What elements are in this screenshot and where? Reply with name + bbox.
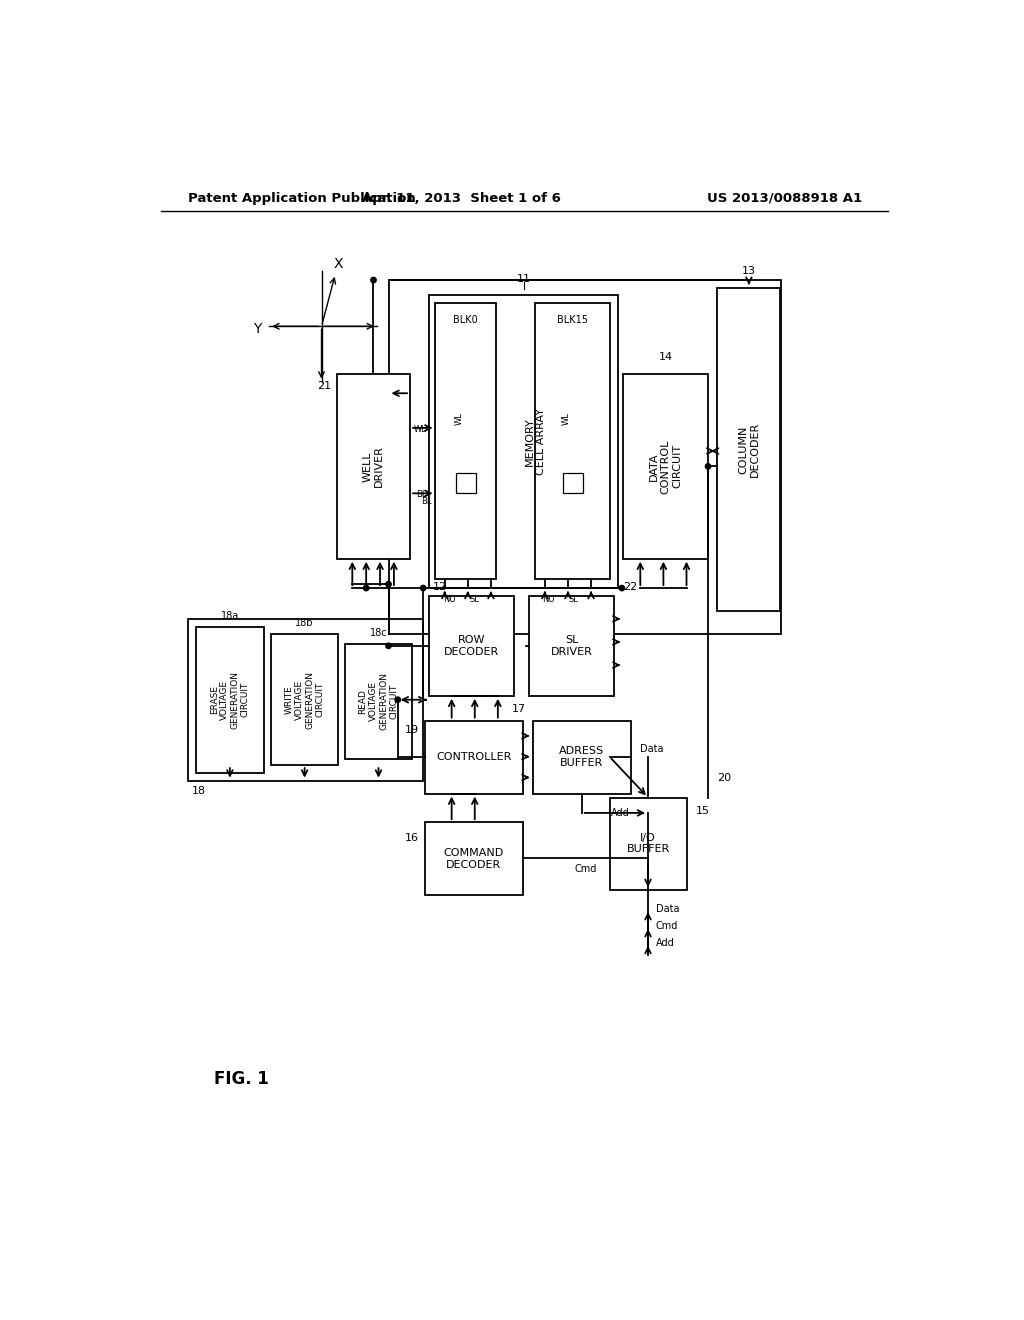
- Bar: [388, 280, 781, 635]
- Text: 19: 19: [404, 725, 419, 735]
- Text: BLK15: BLK15: [557, 314, 588, 325]
- Bar: [535, 304, 610, 579]
- Text: 15: 15: [695, 807, 710, 816]
- Bar: [532, 721, 631, 793]
- Text: Y: Y: [253, 322, 261, 337]
- Bar: [425, 721, 523, 793]
- Text: WRITE
VOLTAGE
GENERATION
CIRCUIT: WRITE VOLTAGE GENERATION CIRCUIT: [285, 671, 325, 729]
- Bar: [188, 619, 423, 780]
- Bar: [609, 797, 686, 890]
- Circle shape: [386, 643, 391, 648]
- Text: NU: NU: [543, 595, 555, 605]
- Text: 16: 16: [404, 833, 419, 842]
- Text: COLUMN
DECODER: COLUMN DECODER: [738, 422, 760, 477]
- Circle shape: [364, 585, 369, 591]
- Text: ADRESS
BUFFER: ADRESS BUFFER: [559, 746, 604, 768]
- Text: X: X: [334, 257, 343, 271]
- Text: Patent Application Publication: Patent Application Publication: [188, 191, 416, 205]
- Text: COMMAND
DECODER: COMMAND DECODER: [443, 847, 504, 870]
- Text: I/O
BUFFER: I/O BUFFER: [627, 833, 670, 854]
- Text: DATA
CONTROL
CIRCUIT: DATA CONTROL CIRCUIT: [649, 440, 682, 494]
- Text: Cmd: Cmd: [655, 921, 678, 931]
- Text: 17: 17: [512, 704, 526, 714]
- Text: READ
VOLTAGE
GENERATION
CIRCUIT: READ VOLTAGE GENERATION CIRCUIT: [358, 672, 398, 730]
- Bar: [529, 595, 614, 696]
- Text: US 2013/0088918 A1: US 2013/0088918 A1: [707, 191, 862, 205]
- Bar: [196, 627, 264, 774]
- Text: 12: 12: [433, 582, 447, 591]
- Text: WELL
DRIVER: WELL DRIVER: [362, 445, 384, 487]
- Text: WL: WL: [562, 412, 571, 425]
- Text: ........: ........: [486, 366, 499, 397]
- Text: SL
DRIVER: SL DRIVER: [551, 635, 593, 656]
- Bar: [562, 474, 583, 494]
- Text: WL: WL: [414, 425, 426, 434]
- Text: WL: WL: [455, 412, 464, 425]
- Text: 18: 18: [193, 787, 206, 796]
- Text: BLK0: BLK0: [454, 314, 478, 325]
- Text: Data: Data: [655, 904, 679, 915]
- Text: MEMORY
CELL ARRAY: MEMORY CELL ARRAY: [524, 408, 546, 475]
- Text: ROW
DECODER: ROW DECODER: [444, 635, 500, 656]
- Bar: [624, 374, 708, 558]
- Bar: [717, 288, 780, 611]
- Bar: [270, 635, 339, 766]
- Text: 20: 20: [717, 774, 731, 783]
- Text: 18c: 18c: [370, 628, 387, 638]
- Text: BL: BL: [421, 498, 432, 506]
- Text: Add: Add: [611, 808, 630, 818]
- Text: 18b: 18b: [295, 619, 313, 628]
- Circle shape: [395, 697, 400, 702]
- Text: ERASE
VOLTAGE
GENERATION
CIRCUIT: ERASE VOLTAGE GENERATION CIRCUIT: [210, 671, 250, 729]
- Text: Cmd: Cmd: [574, 865, 597, 874]
- Bar: [435, 304, 496, 579]
- Bar: [429, 296, 617, 589]
- Text: 11: 11: [517, 273, 530, 284]
- Text: BL: BL: [416, 491, 426, 499]
- Bar: [345, 644, 413, 759]
- Text: Add: Add: [655, 939, 675, 948]
- Text: 13: 13: [741, 265, 756, 276]
- Circle shape: [386, 582, 391, 587]
- Circle shape: [421, 585, 426, 591]
- Text: Data: Data: [640, 744, 664, 754]
- Circle shape: [371, 277, 376, 282]
- Text: 21: 21: [316, 380, 331, 391]
- Text: Apr. 11, 2013  Sheet 1 of 6: Apr. 11, 2013 Sheet 1 of 6: [362, 191, 561, 205]
- Bar: [425, 822, 523, 895]
- Text: 18a: 18a: [221, 611, 239, 620]
- Bar: [337, 374, 410, 558]
- Circle shape: [620, 585, 625, 591]
- Text: 14: 14: [658, 352, 673, 362]
- Text: SL: SL: [469, 595, 479, 605]
- Text: 22: 22: [624, 582, 638, 591]
- Circle shape: [706, 463, 711, 469]
- Text: FIG. 1: FIG. 1: [214, 1069, 268, 1088]
- Text: CONTROLLER: CONTROLLER: [436, 752, 512, 762]
- Bar: [456, 474, 475, 494]
- Text: SL: SL: [568, 595, 579, 605]
- Text: NU: NU: [443, 595, 456, 605]
- Bar: [429, 595, 514, 696]
